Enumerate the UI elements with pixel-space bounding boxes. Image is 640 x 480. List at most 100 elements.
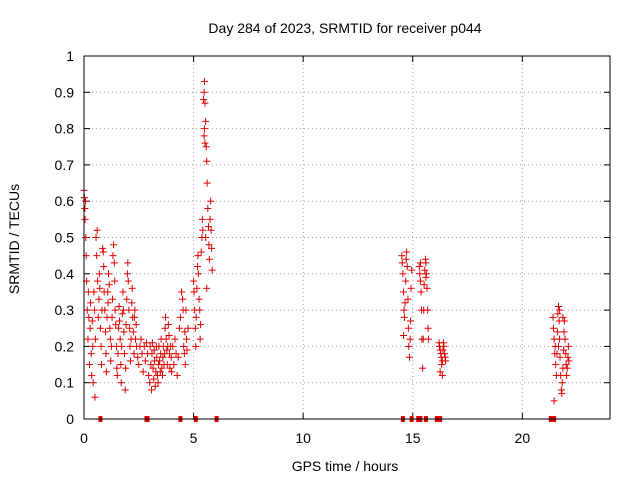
data-point <box>205 255 213 263</box>
data-point <box>400 332 408 340</box>
data-point <box>130 350 138 358</box>
data-point <box>563 371 571 379</box>
data-point <box>199 96 207 104</box>
data-point <box>169 342 177 350</box>
data-point <box>109 252 117 260</box>
data-point <box>406 335 414 343</box>
data-point <box>92 234 100 241</box>
data-point <box>142 339 150 347</box>
data-point <box>399 270 407 278</box>
y-tick-label: 0.1 <box>55 375 75 391</box>
data-point <box>565 357 573 365</box>
tick-labels: 00.10.20.30.40.50.60.70.80.910 5 10 15 20 <box>55 48 531 446</box>
data-point <box>419 364 427 372</box>
data-point <box>86 324 94 332</box>
data-point <box>202 234 210 241</box>
data-point <box>148 350 156 358</box>
data-point <box>107 357 115 365</box>
data-point <box>116 317 124 325</box>
data-point <box>196 306 204 314</box>
data-point <box>118 310 126 318</box>
data-point <box>441 350 449 358</box>
data-points <box>80 77 573 422</box>
data-point <box>195 295 203 303</box>
data-point <box>108 295 116 303</box>
data-point <box>407 317 415 325</box>
data-point <box>423 284 431 292</box>
data-point <box>148 386 156 394</box>
data-point <box>102 368 110 376</box>
data-point <box>183 335 191 343</box>
data-point <box>112 321 120 329</box>
grid-lines <box>84 56 610 419</box>
data-point <box>81 204 89 212</box>
data-point <box>200 88 208 96</box>
data-point <box>115 324 123 332</box>
data-point <box>101 328 109 336</box>
data-point <box>96 284 104 292</box>
data-point <box>420 281 428 289</box>
data-point <box>88 317 96 325</box>
data-point <box>163 361 171 369</box>
data-point <box>113 364 121 372</box>
data-point <box>556 353 564 361</box>
data-point <box>206 215 214 223</box>
data-point <box>87 299 95 307</box>
data-point <box>207 226 215 234</box>
data-point <box>549 313 557 321</box>
y-tick-label: 0 <box>66 411 74 427</box>
data-point <box>117 379 125 387</box>
data-point <box>417 288 425 296</box>
data-point <box>405 342 413 350</box>
data-point <box>204 223 212 231</box>
data-point <box>202 143 210 151</box>
data-point <box>104 288 112 296</box>
data-point <box>549 324 557 332</box>
data-point <box>99 248 107 256</box>
y-tick-label: 0.4 <box>55 266 75 282</box>
data-point <box>100 263 108 271</box>
data-point <box>96 324 104 332</box>
data-point <box>173 371 181 379</box>
data-point <box>156 357 164 365</box>
data-point <box>141 357 149 365</box>
data-point <box>181 361 189 369</box>
data-point <box>194 263 202 271</box>
data-point <box>88 371 96 379</box>
data-point <box>137 335 145 343</box>
data-point <box>183 346 191 354</box>
data-point <box>440 342 448 350</box>
data-point <box>175 324 183 332</box>
data-point <box>205 241 213 249</box>
data-point <box>117 361 125 369</box>
data-point <box>201 139 209 147</box>
data-point <box>180 342 188 350</box>
data-point <box>196 335 204 343</box>
data-point <box>400 306 408 314</box>
x-tick-label: 0 <box>80 430 88 446</box>
data-point <box>95 295 103 303</box>
data-point <box>165 332 173 340</box>
y-tick-label: 0.3 <box>55 302 75 318</box>
data-point <box>550 397 558 405</box>
data-point <box>201 99 209 107</box>
data-point <box>139 368 147 376</box>
data-point <box>146 379 154 387</box>
data-point <box>106 335 114 343</box>
data-point <box>559 313 567 321</box>
data-point <box>85 313 93 321</box>
data-point <box>111 306 119 314</box>
data-point <box>159 353 167 361</box>
data-point <box>116 335 124 343</box>
data-point <box>105 270 113 278</box>
data-point <box>564 342 572 350</box>
data-point <box>151 382 159 390</box>
x-tick-label: 20 <box>515 430 531 446</box>
data-point <box>554 302 562 310</box>
data-point <box>192 342 200 350</box>
data-point <box>562 361 570 369</box>
data-point <box>402 277 410 285</box>
data-point <box>97 342 105 350</box>
data-point <box>184 324 192 332</box>
data-point <box>129 328 137 336</box>
